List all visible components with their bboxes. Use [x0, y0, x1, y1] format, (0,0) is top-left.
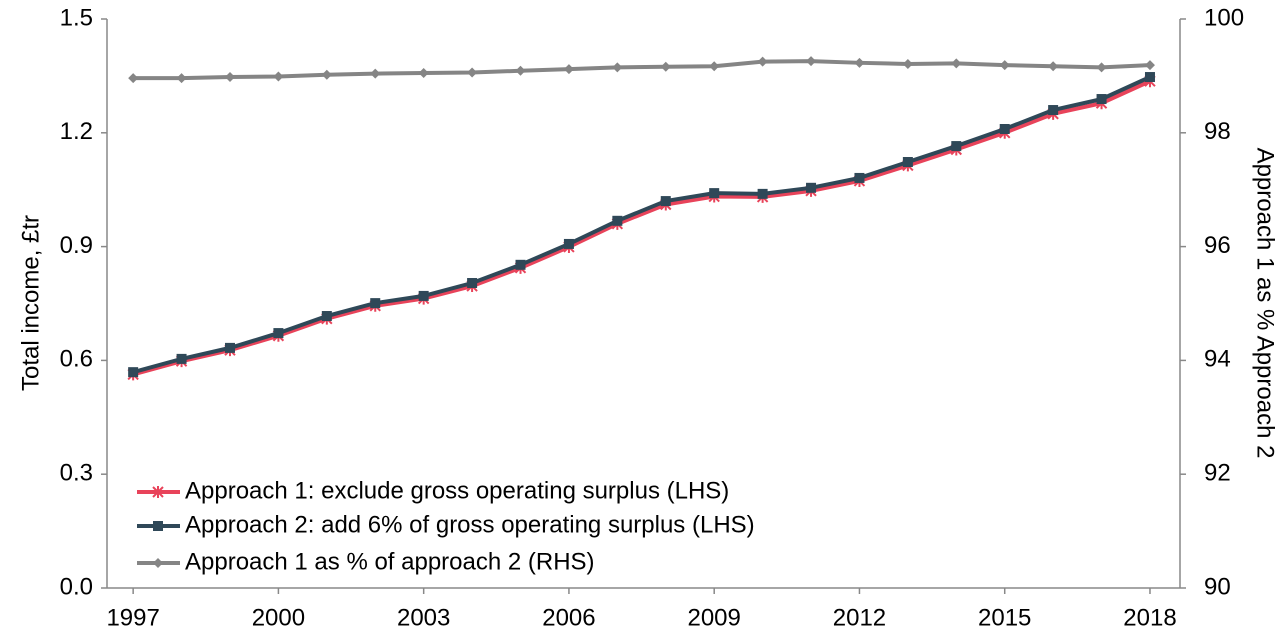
x-tick-label: 2018: [1123, 604, 1176, 631]
y-tick-label: 1.5: [60, 4, 93, 31]
y-tick-label: 0.3: [60, 460, 93, 487]
data-point: [612, 62, 623, 73]
y2-tick-label: 96: [1204, 232, 1231, 259]
data-point: [273, 328, 284, 339]
y-tick-label: 0.6: [60, 346, 93, 373]
data-point: [128, 367, 139, 378]
y2-tick-label: 92: [1204, 460, 1231, 487]
data-point: [660, 61, 671, 72]
data-point: [951, 58, 962, 69]
legend-label: Approach 1 as % of approach 2 (RHS): [185, 548, 595, 575]
y2-tick-label: 94: [1204, 346, 1231, 373]
data-point: [563, 238, 574, 249]
y2-axis-label: Approach 1 as % Approach 2: [1252, 148, 1279, 459]
data-point: [806, 182, 817, 193]
data-point: [370, 298, 381, 309]
data-point: [854, 57, 865, 68]
data-point: [806, 56, 817, 67]
data-point: [902, 157, 913, 168]
legend-marker: [153, 521, 163, 531]
data-point: [418, 290, 429, 301]
x-tick-label: 2015: [978, 604, 1031, 631]
series-line: [132, 75, 1151, 375]
data-point: [612, 215, 623, 226]
data-point: [999, 124, 1010, 135]
data-point: [1144, 72, 1155, 83]
legend-marker: [152, 486, 164, 498]
data-point: [467, 67, 478, 78]
x-tick-label: 2003: [397, 604, 450, 631]
data-point: [999, 60, 1010, 71]
data-point: [273, 71, 284, 82]
data-point: [176, 73, 187, 84]
data-point: [224, 72, 235, 83]
x-tick-label: 2012: [833, 604, 886, 631]
data-point: [321, 69, 332, 80]
series-line: [133, 59, 1151, 81]
legend-marker: [153, 558, 163, 568]
x-tick-label: 2009: [687, 604, 740, 631]
x-tick-label: 2006: [542, 604, 595, 631]
y-tick-label: 0.0: [60, 573, 93, 600]
data-point: [1144, 60, 1155, 71]
data-point: [515, 65, 526, 76]
data-point: [418, 68, 429, 79]
data-point: [321, 311, 332, 322]
data-point: [951, 141, 962, 152]
data-point: [467, 278, 478, 289]
x-tick-label: 2000: [252, 604, 305, 631]
data-point: [1096, 62, 1107, 73]
y2-tick-label: 90: [1204, 573, 1231, 600]
data-point: [757, 188, 768, 199]
data-point: [902, 58, 913, 69]
legend-label: Approach 2: add 6% of gross operating su…: [185, 511, 755, 538]
data-point: [757, 56, 768, 67]
data-point: [1048, 61, 1059, 72]
y2-tick-label: 98: [1204, 118, 1231, 145]
data-point: [1048, 105, 1059, 116]
data-point: [128, 73, 139, 84]
y-tick-label: 0.9: [60, 232, 93, 259]
y2-tick-label: 100: [1204, 4, 1244, 31]
data-point: [176, 353, 187, 364]
data-point: [1096, 94, 1107, 105]
data-point: [563, 64, 574, 75]
data-point: [660, 196, 671, 207]
data-point: [224, 342, 235, 353]
y-axis-label: Total income, £tr: [17, 215, 44, 391]
legend-label: Approach 1: exclude gross operating surp…: [185, 477, 729, 504]
data-point: [370, 68, 381, 79]
data-point: [854, 172, 865, 183]
y-tick-label: 1.2: [60, 118, 93, 145]
x-tick-label: 1997: [106, 604, 159, 631]
data-point: [515, 259, 526, 270]
data-point: [709, 61, 720, 72]
series-line: [132, 79, 1151, 377]
data-point: [709, 188, 720, 199]
